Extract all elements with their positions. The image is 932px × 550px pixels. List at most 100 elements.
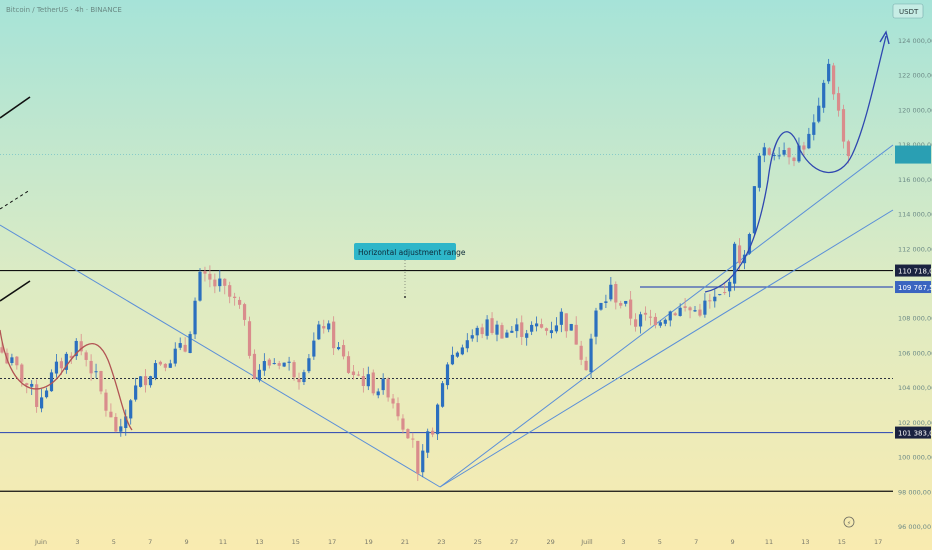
time-tick-label: Juin — [34, 538, 47, 546]
ascending-trendline-upper — [439, 144, 894, 488]
candle — [262, 361, 266, 371]
candle — [460, 347, 464, 355]
candle — [455, 352, 459, 357]
candle — [515, 324, 519, 332]
price-tick-label: 122 000,00 — [898, 72, 932, 80]
price-tick-label: 106 000,00 — [898, 349, 932, 357]
range-annotation-box — [354, 243, 456, 260]
price-tick-label: 112 000,00 — [898, 245, 932, 253]
candle — [535, 323, 539, 327]
time-tick-label: 19 — [364, 538, 372, 546]
candle — [10, 357, 14, 364]
candle — [559, 311, 563, 325]
candle — [213, 279, 217, 287]
candle — [634, 319, 638, 327]
candle — [777, 155, 781, 157]
candle — [143, 376, 148, 386]
candle — [500, 325, 504, 339]
candle — [431, 430, 435, 435]
candle — [841, 109, 846, 142]
candle — [480, 327, 484, 335]
candle — [539, 324, 544, 328]
candle — [416, 440, 420, 474]
candle — [767, 148, 771, 155]
time-tick-label: 27 — [510, 538, 518, 546]
candle — [678, 307, 682, 316]
candle — [30, 383, 34, 387]
candle — [624, 300, 628, 304]
candle — [554, 325, 558, 332]
candle — [327, 323, 331, 330]
candle — [495, 324, 499, 335]
candle — [168, 363, 172, 368]
time-tick-label: 3 — [621, 538, 625, 546]
candle — [312, 340, 316, 357]
candle — [282, 362, 286, 367]
candle — [64, 353, 68, 370]
candle — [733, 243, 737, 284]
time-tick-label: 5 — [112, 538, 116, 546]
candle — [713, 296, 717, 302]
time-tick-label: 15 — [838, 538, 846, 546]
symbol-title: Bitcoin / TetherUS · 4h · BINANCE — [6, 6, 122, 14]
candle — [792, 157, 796, 162]
candle — [490, 318, 494, 333]
candle — [629, 299, 633, 319]
time-tick-label: 17 — [328, 538, 336, 546]
candle — [233, 296, 237, 299]
candle — [564, 313, 568, 332]
candle — [673, 313, 677, 316]
candle — [421, 450, 425, 473]
candle — [272, 363, 276, 365]
candle — [114, 416, 118, 432]
time-tick-label: 7 — [148, 538, 152, 546]
candle — [406, 429, 410, 439]
candle — [530, 324, 534, 332]
candle — [158, 361, 162, 365]
time-tick-label: 3 — [75, 538, 79, 546]
candle — [812, 122, 816, 135]
candle — [356, 374, 360, 376]
time-tick-label: 7 — [694, 538, 698, 546]
candle — [94, 371, 98, 373]
candle — [708, 300, 712, 302]
price-tick-label: 104 000,00 — [898, 384, 932, 392]
price-tick-label: 102 000,00 — [898, 419, 932, 427]
candle — [589, 338, 593, 373]
candle — [54, 361, 59, 374]
candle — [208, 273, 212, 280]
candle — [718, 294, 722, 296]
price-tick-label: 108 000,00 — [898, 315, 932, 323]
candle — [827, 63, 831, 82]
candle — [544, 328, 549, 331]
candle — [317, 324, 321, 340]
price-tick-label: 114 000,00 — [898, 211, 932, 219]
candle — [74, 340, 78, 357]
candle — [79, 341, 83, 352]
candle — [470, 335, 474, 339]
candle — [25, 383, 29, 386]
candle — [124, 416, 128, 429]
candle — [445, 364, 450, 386]
candle — [89, 360, 93, 374]
projection-arrow-curve — [704, 35, 887, 293]
candle — [381, 378, 385, 391]
price-tick-label: 100 000,00 — [898, 454, 932, 462]
candle — [797, 145, 801, 162]
candle — [178, 343, 182, 348]
currency-label: USDT — [899, 8, 919, 16]
candle — [20, 364, 24, 382]
candle — [193, 300, 197, 335]
candle — [683, 306, 687, 308]
price-tick-label: 98 000,00 — [898, 488, 931, 496]
candle — [104, 392, 108, 411]
candle — [119, 426, 123, 432]
candle — [579, 345, 583, 360]
candle — [277, 363, 281, 366]
candle — [465, 340, 469, 349]
candle — [366, 374, 370, 387]
candle — [307, 358, 311, 372]
candle — [737, 245, 742, 264]
